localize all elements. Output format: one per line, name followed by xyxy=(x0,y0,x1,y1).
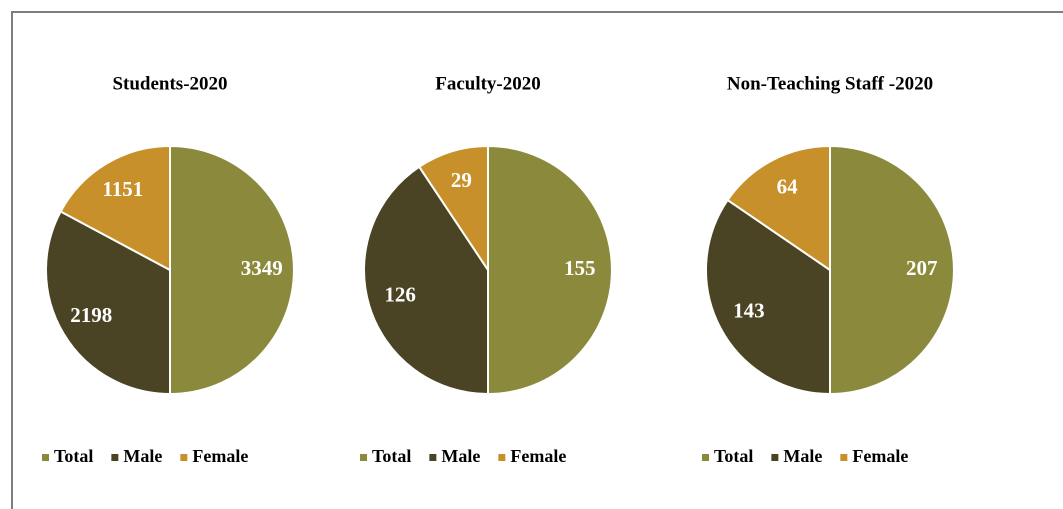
legend-swatch xyxy=(702,454,709,461)
legend-label: Female xyxy=(852,446,908,466)
pie-slice xyxy=(169,144,295,396)
pie-slice xyxy=(487,144,613,396)
data-label: 29 xyxy=(451,168,472,192)
data-label: 2198 xyxy=(70,303,112,327)
data-label: 64 xyxy=(777,175,799,199)
chart-title: Non-Teaching Staff -2020 xyxy=(727,73,933,94)
chart-title: Faculty-2020 xyxy=(435,73,541,94)
data-label: 3349 xyxy=(241,256,283,280)
legend-label: Total xyxy=(714,446,753,466)
pie-slice xyxy=(417,144,489,274)
pie-slice xyxy=(59,144,171,272)
legend-swatch xyxy=(360,454,367,461)
legend-swatch xyxy=(771,454,779,461)
legend-label: Male xyxy=(783,446,822,466)
legend-label: Female xyxy=(510,446,566,466)
data-label: 1151 xyxy=(102,177,143,201)
pie-slice xyxy=(726,144,831,272)
pie-slice xyxy=(829,144,955,396)
legend-label: Male xyxy=(123,446,162,466)
legend-label: Total xyxy=(372,446,411,466)
legend-swatch xyxy=(840,454,848,461)
legend-label: Total xyxy=(54,446,93,466)
data-label: 207 xyxy=(906,256,938,280)
data-label: 155 xyxy=(564,256,596,280)
legend-swatch xyxy=(498,454,506,461)
legend-swatch xyxy=(42,454,49,461)
legend-swatch xyxy=(429,454,437,461)
legend-swatch xyxy=(111,454,119,461)
chart-title: Students-2020 xyxy=(112,73,227,94)
pie-slice xyxy=(45,210,171,396)
legend-label: Female xyxy=(192,446,248,466)
legend-label: Male xyxy=(441,446,480,466)
data-label: 143 xyxy=(733,299,765,323)
pie-slice xyxy=(705,198,831,396)
legend-swatch xyxy=(180,454,188,461)
data-label: 126 xyxy=(384,282,416,306)
